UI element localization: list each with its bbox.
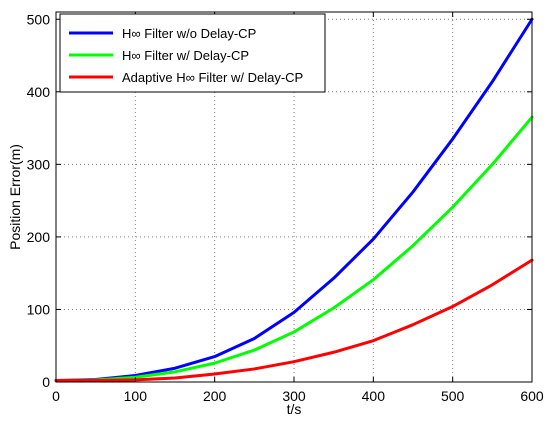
x-tick-label-5: 500 xyxy=(441,388,465,404)
x-tick-label-1: 100 xyxy=(124,388,148,404)
legend-label-1: H∞ Filter w/ Delay-CP xyxy=(122,48,249,63)
series-line-0 xyxy=(54,17,534,383)
ticks-layer xyxy=(55,12,533,383)
legend-label-2: Adaptive H∞ Filter w/ Delay-CP xyxy=(122,70,303,85)
x-tick-label-4: 400 xyxy=(362,388,386,404)
tick-labels-layer: 0 100 200 300 400 500 600 0 100 200 300 400 500 xyxy=(27,11,544,404)
legend-label-0: H∞ Filter w/o Delay-CP xyxy=(122,26,256,41)
x-axis-title: t/s xyxy=(287,401,302,417)
y-tick-label-5: 500 xyxy=(27,11,51,27)
grid-layer xyxy=(56,12,532,382)
x-tick-label-6: 600 xyxy=(520,388,544,404)
y-tick-label-4: 400 xyxy=(27,84,51,100)
legend: H∞ Filter w/o Delay-CP H∞ Filter w/ Delay… xyxy=(59,13,326,93)
y-tick-label-1: 100 xyxy=(27,301,51,317)
legend-items: H∞ Filter w/o Delay-CP H∞ Filter w/ Delay… xyxy=(69,26,303,85)
x-tick-label-0: 0 xyxy=(52,388,60,404)
x-tick-label-3: 300 xyxy=(282,388,306,404)
legend-box xyxy=(59,13,326,93)
y-tick-label-2: 200 xyxy=(27,229,51,245)
y-axis-title: Position Error(m) xyxy=(7,144,23,250)
y-tick-label-3: 300 xyxy=(27,156,51,172)
x-tick-label-2: 200 xyxy=(203,388,227,404)
y-tick-label-0: 0 xyxy=(42,374,50,390)
